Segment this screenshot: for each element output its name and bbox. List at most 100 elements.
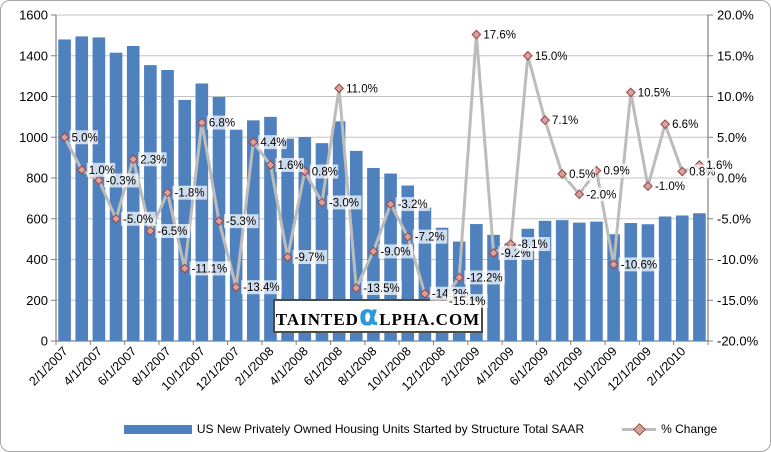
data-label: 1.6% [277,160,303,172]
data-label-bg [309,164,339,179]
legend-bar-swatch [123,424,192,434]
data-label: -1.0% [655,181,685,193]
data-label: -2.0% [586,189,616,201]
data-label: -9.0% [380,246,410,258]
bar [487,234,500,341]
percent-marker [625,87,636,98]
data-label: -3.2% [398,199,428,211]
bar [590,221,603,341]
data-label-bg [567,166,596,181]
percent-marker [111,213,122,224]
percent-marker [540,115,550,126]
bar [75,36,89,342]
right-axis-label: 5.0% [717,130,747,145]
data-label: -6.5% [157,226,187,238]
percent-marker [488,248,499,258]
data-label-bg [172,185,208,200]
data-label: -3.0% [329,197,359,209]
legend-line-swatch [622,422,657,436]
data-label-bg [69,130,98,145]
data-label: -13.5% [363,283,399,295]
percent-marker [214,216,224,227]
data-label-bg [326,195,362,210]
data-label-bg [189,261,231,276]
bar [675,215,689,341]
bar [281,138,294,341]
percent-marker [642,181,653,192]
right-axis-label: 15.0% [717,48,754,63]
data-label: 2.3% [140,154,166,166]
data-label: 10.5% [638,87,671,99]
data-label-bg [532,48,568,63]
data-label-bg [481,27,516,42]
data-label-bg [103,173,139,188]
percent-marker [145,225,156,236]
data-label-bg [618,257,660,272]
percent-marker [385,199,396,210]
legend-item-line: % Change [622,422,717,436]
left-axis-label: 1400 [19,48,48,63]
left-axis-label: 1200 [19,89,48,104]
data-label: 1.6% [706,160,732,172]
data-label: -11.1% [192,263,228,275]
legend-item-bars: US New Privately Owned Housing Units Sta… [123,422,585,436]
right-axis-label: 20.0% [717,8,754,23]
percent-marker [522,50,533,61]
bar [315,143,329,341]
data-label-bg [601,163,630,178]
bar [573,222,586,341]
data-label-bg [258,135,287,150]
bar [229,129,243,341]
legend: US New Privately Owned Housing Units Sta… [71,420,770,438]
data-label: -10.6% [621,259,657,271]
data-label-bg [670,117,699,132]
data-label-bg [206,115,236,130]
percent-marker [402,231,413,242]
percent-marker [454,272,465,283]
percent-marker [282,252,293,263]
data-label: -1.8% [175,188,205,200]
data-label-bg [515,237,551,252]
data-label: -0.3% [106,175,136,187]
percent-marker [59,132,70,143]
bar [624,223,638,341]
data-label: -5.3% [226,216,256,228]
percent-marker [351,283,362,294]
data-label-bg [241,280,282,295]
data-label: -5.0% [123,214,153,226]
watermark-text: TAINTEDαLPHA.COM [276,299,480,332]
percent-marker [316,197,327,208]
data-label: 7.1% [552,115,578,127]
data-label-bg [292,250,328,265]
data-label-bg [275,157,304,172]
data-label: 5.0% [72,132,98,144]
right-axis-label: -20.0% [717,334,759,349]
bar [126,45,140,341]
data-label: -15.1% [449,296,485,308]
bar [161,70,174,341]
data-label: -9.7% [295,252,325,264]
bar [144,65,157,341]
data-label-bg [138,152,167,167]
diamond-marker-icon [633,422,646,436]
data-label: -12.2% [466,272,502,284]
left-axis-label: 1600 [19,8,48,23]
percent-marker [334,83,345,94]
bar [58,39,71,341]
data-label: -7.2% [415,232,445,244]
percent-marker [76,164,87,175]
data-label: 15.0% [535,51,568,63]
legend-bar-label: US New Privately Owned Housing Units Sta… [196,422,585,436]
data-label: -9.2% [501,248,531,260]
data-label: 6.8% [209,118,235,130]
percent-marker [231,282,242,293]
percent-marker [608,259,619,270]
bar [92,37,106,341]
data-label-bg [652,179,688,194]
data-label: 17.6% [483,30,516,42]
percent-marker [179,263,190,274]
data-label-bg [378,244,413,259]
percent-marker [265,159,276,170]
